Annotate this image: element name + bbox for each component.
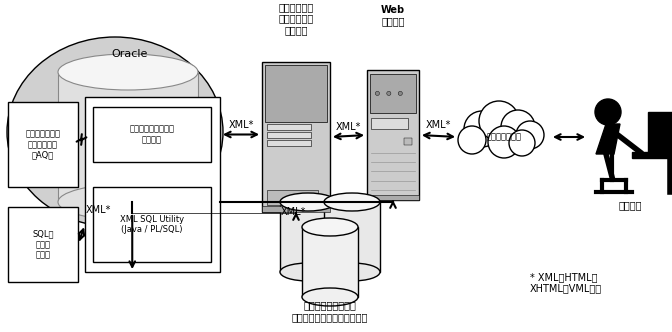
Bar (280, 202, 336, 272)
Bar (265, 65, 327, 122)
Circle shape (376, 91, 380, 96)
Bar (93, 187, 211, 262)
Text: XML*: XML* (281, 207, 306, 217)
Ellipse shape (324, 193, 380, 211)
Circle shape (516, 121, 544, 149)
Bar (8, 102, 78, 187)
Circle shape (458, 126, 486, 154)
Bar (367, 70, 419, 200)
Bar (302, 227, 358, 297)
Circle shape (464, 111, 500, 147)
Text: アプリケーション・
ロジック: アプリケーション・ ロジック (130, 125, 175, 144)
Bar (267, 140, 311, 146)
Ellipse shape (324, 263, 380, 281)
Text: SQL表
および
ビュー: SQL表 および ビュー (32, 230, 54, 259)
Text: XML*: XML* (86, 205, 111, 215)
Bar (262, 62, 330, 212)
Polygon shape (596, 124, 620, 154)
Text: アドバンスト・
キューイング
（AQ）: アドバンスト・ キューイング （AQ） (26, 129, 60, 159)
Circle shape (501, 110, 535, 144)
Ellipse shape (459, 112, 549, 162)
Bar (267, 124, 311, 129)
Ellipse shape (302, 218, 358, 236)
Bar (8, 207, 78, 282)
Ellipse shape (302, 288, 358, 306)
Bar (58, 72, 198, 202)
Text: インターネット: インターネット (487, 132, 521, 141)
Bar (85, 97, 220, 272)
Bar (370, 74, 416, 113)
Text: XML*: XML* (426, 120, 451, 130)
Text: ユーザー: ユーザー (618, 200, 642, 210)
Circle shape (595, 99, 621, 125)
Ellipse shape (280, 193, 336, 211)
Bar (367, 195, 419, 200)
Bar (405, 137, 412, 145)
Bar (93, 107, 211, 162)
Bar (324, 202, 380, 272)
Text: Web
サーバー: Web サーバー (381, 5, 405, 27)
Ellipse shape (280, 263, 336, 281)
Text: XML SQL Utility
(Java / PL/SQL): XML SQL Utility (Java / PL/SQL) (120, 215, 184, 234)
Text: 中間層アプリ
ケーション・
サーバー: 中間層アプリ ケーション・ サーバー (278, 2, 314, 35)
Bar (371, 118, 407, 128)
Text: XML*: XML* (228, 120, 254, 129)
Bar (267, 132, 311, 138)
Circle shape (479, 101, 519, 141)
Text: Oracle: Oracle (112, 49, 149, 59)
Bar (632, 152, 672, 158)
Circle shape (387, 91, 391, 96)
Ellipse shape (7, 37, 223, 227)
Circle shape (488, 126, 520, 158)
Circle shape (398, 91, 403, 96)
Bar (262, 206, 330, 212)
Text: XML*: XML* (336, 122, 361, 132)
Bar (648, 112, 672, 152)
Ellipse shape (58, 54, 198, 90)
Bar (267, 190, 318, 205)
Text: * XML、HTML、
XHTML、VMLなど: * XML、HTML、 XHTML、VMLなど (530, 272, 602, 293)
Ellipse shape (58, 184, 198, 220)
Text: 他のデータベース、
メッセージ機能システムなど: 他のデータベース、 メッセージ機能システムなど (292, 300, 368, 322)
Circle shape (509, 130, 535, 156)
